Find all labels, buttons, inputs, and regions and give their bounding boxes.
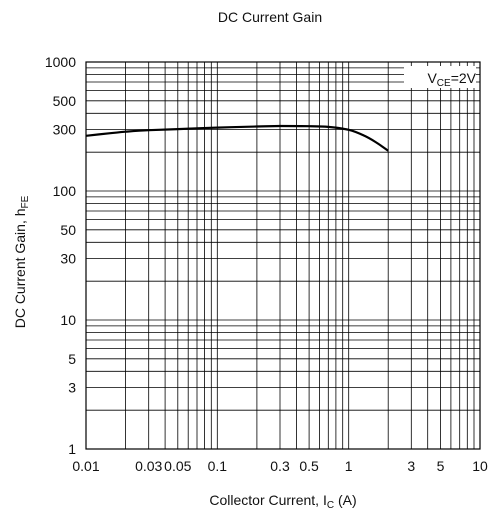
grid bbox=[86, 62, 480, 449]
curves bbox=[85, 124, 389, 152]
x-tick-label: 3 bbox=[407, 458, 415, 474]
y-axis-label: DC Current Gain, hFE bbox=[12, 195, 31, 328]
x-tick-label: 0.1 bbox=[208, 458, 228, 474]
annotation-tail: =2V bbox=[451, 70, 477, 86]
y-axis-label-main: DC Current Gain, h bbox=[12, 208, 28, 328]
annotation-vce: VCE=2V bbox=[427, 70, 476, 89]
y-tick-label: 10 bbox=[60, 312, 76, 328]
x-tick-label: 0.01 bbox=[72, 458, 99, 474]
y-tick-label: 1000 bbox=[45, 54, 76, 70]
x-axis-label-tail: (A) bbox=[334, 492, 357, 508]
x-axis-label: Collector Current, IC (A) bbox=[209, 492, 356, 511]
y-tick-label: 3 bbox=[68, 380, 76, 396]
annotation-subscript: CE bbox=[437, 78, 451, 89]
annotation-main: V bbox=[427, 70, 437, 86]
x-tick-label: 0.3 bbox=[270, 458, 290, 474]
x-tick-label: 0.03 bbox=[135, 458, 162, 474]
x-tick-label: 5 bbox=[437, 458, 445, 474]
y-tick-label: 30 bbox=[60, 251, 76, 267]
y-tick-label: 100 bbox=[53, 183, 77, 199]
chart-title: DC Current Gain bbox=[218, 9, 322, 25]
x-axis-label-main: Collector Current, I bbox=[209, 492, 326, 508]
x-tick-label: 0.05 bbox=[164, 458, 191, 474]
series-line-1 bbox=[85, 124, 389, 152]
x-axis-label-subscript: C bbox=[327, 500, 334, 511]
x-tick-label: 1 bbox=[345, 458, 353, 474]
y-axis-label-subscript: FE bbox=[20, 195, 31, 208]
plot-frame bbox=[85, 61, 481, 450]
y-axis-tick-labels: 1 3 5 10 30 50 100 300 500 1000 bbox=[45, 54, 76, 457]
y-tick-label: 1 bbox=[68, 441, 76, 457]
y-tick-label: 300 bbox=[53, 122, 77, 138]
y-tick-label: 500 bbox=[53, 93, 77, 109]
y-tick-label: 50 bbox=[60, 222, 76, 238]
annotation-background bbox=[404, 66, 476, 88]
x-tick-label: 10 bbox=[472, 458, 488, 474]
y-tick-label: 5 bbox=[68, 351, 76, 367]
x-tick-label: 0.5 bbox=[299, 458, 319, 474]
x-axis-tick-labels: 0.01 0.03 0.05 0.1 0.3 0.5 1 3 5 10 bbox=[72, 458, 488, 474]
